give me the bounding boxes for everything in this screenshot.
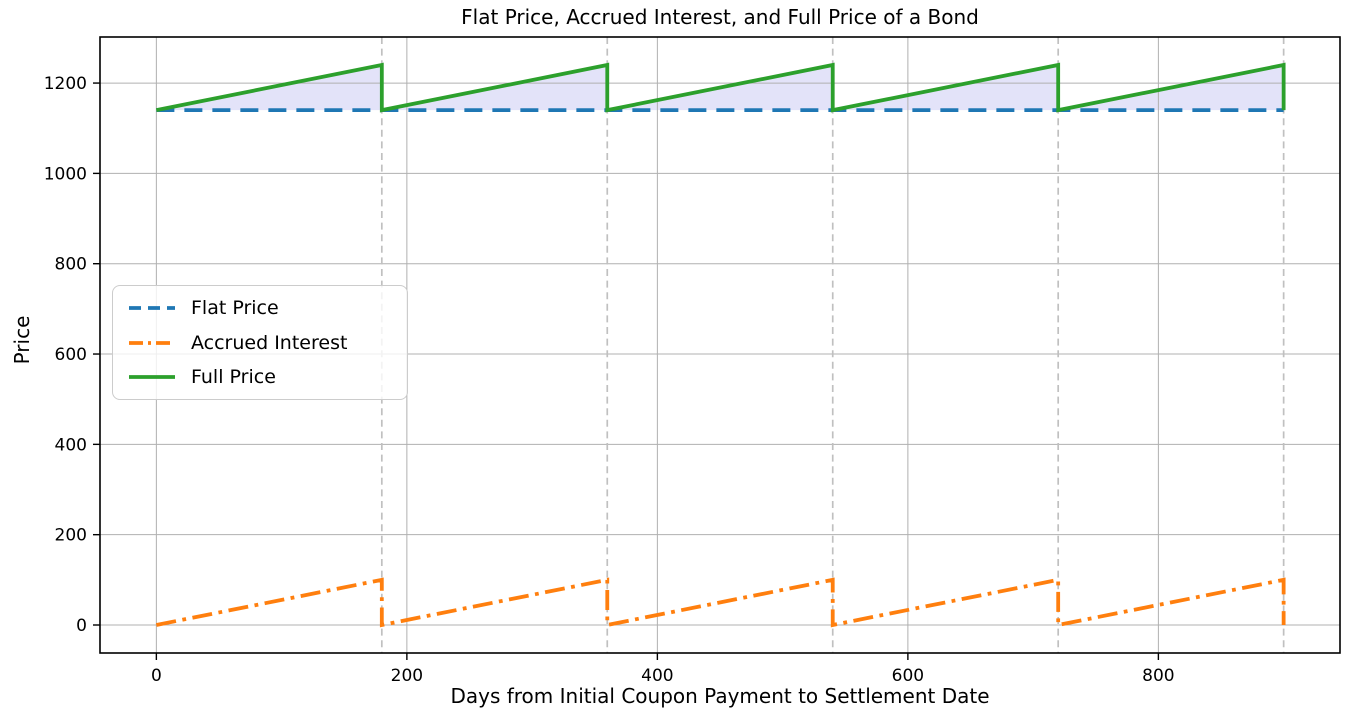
y-tick-label: 1000	[44, 164, 87, 184]
x-tick-label: 0	[151, 666, 162, 686]
x-axis-label: Days from Initial Coupon Payment to Sett…	[450, 684, 990, 708]
y-tick-label: 400	[55, 435, 87, 455]
tick-marks	[93, 82, 1160, 660]
legend-label-flat-price: Flat Price	[191, 297, 279, 319]
legend-line-sample-accrued-interest	[129, 340, 175, 345]
y-tick-label: 800	[55, 255, 87, 275]
legend-line-sample-flat-price	[129, 306, 175, 310]
y-tick-labels: 0 200 400 600 800 1000 1200	[44, 74, 87, 636]
x-tick-labels: 0 200 400 600 800	[151, 666, 1175, 686]
legend-label-accrued-interest: Accrued Interest	[191, 331, 348, 354]
y-tick-label: 0	[76, 616, 87, 636]
chart-title: Flat Price, Accrued Interest, and Full P…	[461, 5, 979, 29]
legend-line-sample-full-price	[129, 375, 175, 379]
y-tick-label: 1200	[44, 74, 87, 94]
x-tick-label: 600	[892, 666, 924, 686]
legend-entry-flat-price: Flat Price	[129, 297, 391, 319]
x-tick-label: 400	[641, 666, 673, 686]
x-tick-label: 200	[391, 666, 423, 686]
series-line-accrued-interest	[155, 577, 1286, 628]
grid-lines	[100, 37, 1340, 653]
coupon-date-vlines	[380, 37, 1285, 653]
legend-entry-full-price: Full Price	[129, 366, 391, 388]
legend-label-full-price: Full Price	[191, 366, 276, 388]
x-tick-label: 800	[1142, 666, 1174, 686]
y-axis-label: Price	[10, 315, 34, 365]
y-tick-label: 200	[55, 526, 87, 546]
legend-entry-accrued-interest: Accrued Interest	[129, 332, 391, 354]
plot-frame	[99, 36, 1341, 654]
y-tick-label: 600	[55, 345, 87, 365]
series-line-full-price	[155, 62, 1286, 113]
legend: Flat Price Accrued Interest Full Price	[112, 285, 408, 400]
